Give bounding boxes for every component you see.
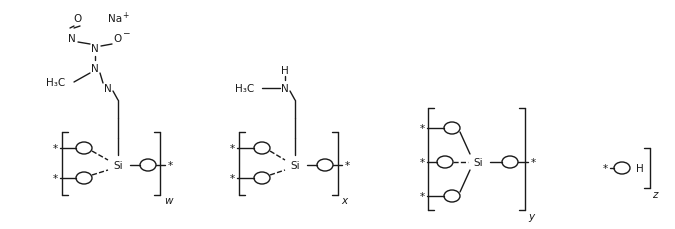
Text: y: y [528,212,534,222]
Text: *: * [345,161,350,171]
Text: +: + [122,11,128,19]
Text: *: * [53,174,57,184]
Text: Si: Si [290,161,300,171]
Text: *: * [419,158,425,168]
Text: N: N [281,84,289,94]
Text: z: z [652,190,657,200]
Text: O: O [114,34,122,44]
Text: H: H [281,66,289,76]
Text: H₃C: H₃C [47,78,65,88]
Text: *: * [531,158,536,168]
Text: N: N [104,84,112,94]
Text: w: w [164,196,173,206]
Text: Si: Si [113,161,123,171]
Text: H: H [636,164,644,174]
Text: Si: Si [473,158,483,168]
Text: *: * [602,164,608,174]
Text: O: O [74,14,82,24]
Text: x: x [341,196,347,206]
Text: H₃C: H₃C [236,84,254,94]
Text: *: * [168,161,173,171]
Text: N: N [91,44,99,54]
Text: *: * [230,174,235,184]
Text: −: − [122,28,130,38]
Text: Na: Na [108,14,122,24]
Text: *: * [53,144,57,154]
Text: N: N [68,34,76,44]
Text: N: N [91,64,99,74]
Text: *: * [419,124,425,134]
Text: *: * [419,192,425,202]
Text: *: * [230,144,235,154]
